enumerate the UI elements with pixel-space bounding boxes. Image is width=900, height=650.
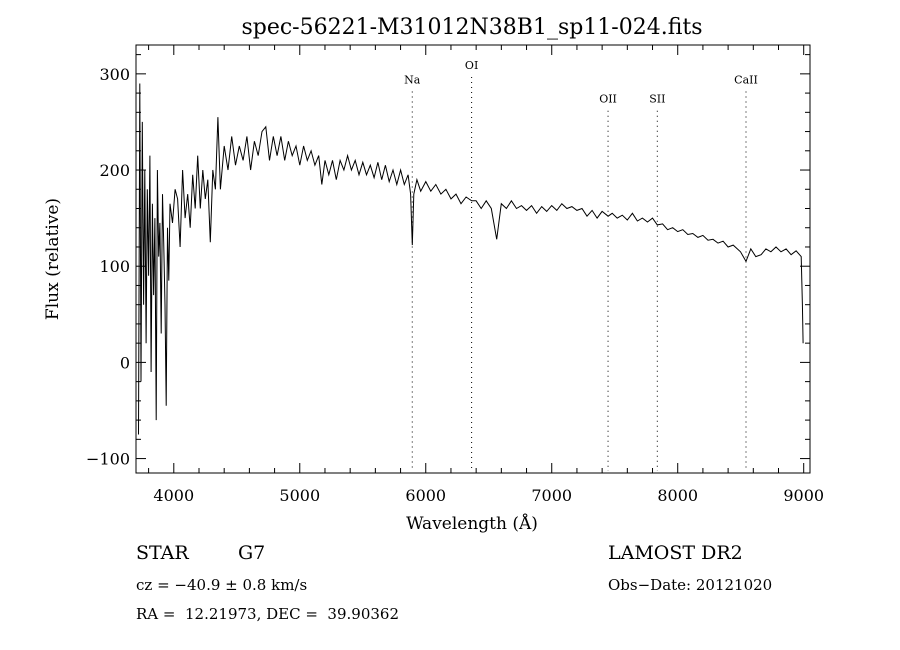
minor-ticks (136, 45, 810, 473)
redshift-cz: cz = −40.9 ± 0.8 km/s (136, 576, 308, 594)
line-label-sii: SII (649, 93, 665, 106)
y-axis-ticks: −100 0 100 200 300 (86, 65, 810, 469)
coordinates: RA = 12.21973, DEC = 39.90362 (136, 605, 400, 623)
x-axis-ticks: 4000 5000 6000 7000 8000 9000 (153, 45, 824, 505)
y-tick-label: 100 (99, 257, 130, 276)
object-class: STAR (136, 542, 189, 564)
y-axis-label: Flux (relative) (43, 198, 63, 320)
spectrum-line (138, 83, 804, 435)
y-tick-label: 300 (99, 65, 130, 84)
plot-frame (135, 44, 811, 474)
object-subclass: G7 (238, 542, 266, 564)
x-tick-label: 9000 (783, 486, 824, 505)
line-label-oii: OII (599, 93, 617, 106)
x-tick-label: 8000 (657, 486, 698, 505)
x-tick-label: 4000 (153, 486, 194, 505)
line-label-caii: CaII (734, 73, 758, 86)
spectral-line-markers: Na OI OII SII CaII (404, 59, 758, 471)
survey-name: LAMOST DR2 (608, 542, 743, 564)
y-tick-label: 200 (99, 161, 130, 180)
chart-title: spec-56221-M31012N38B1_sp11-024.fits (241, 15, 702, 40)
x-tick-label: 6000 (405, 486, 446, 505)
line-label-na: Na (404, 73, 421, 86)
line-label-oi: OI (465, 59, 478, 72)
y-tick-label: −100 (86, 450, 130, 469)
x-tick-label: 5000 (279, 486, 320, 505)
x-axis-label: Wavelength (Å) (406, 513, 538, 534)
x-tick-label: 7000 (531, 486, 572, 505)
y-tick-label: 0 (120, 353, 130, 372)
obs-date: Obs−Date: 20121020 (608, 576, 773, 594)
